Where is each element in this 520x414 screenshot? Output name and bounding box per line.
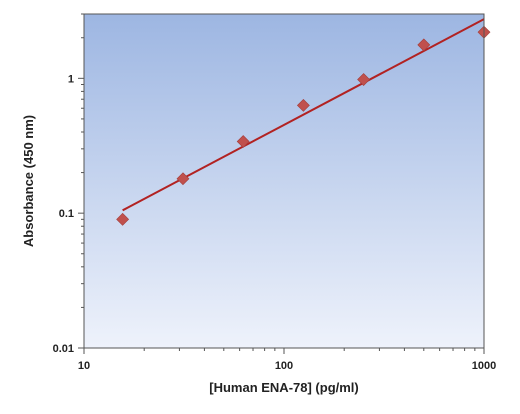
data-point: [236, 135, 250, 148]
x-tick-label: 1000: [472, 360, 496, 372]
tick-layer: 10 100 1000 0.01 0.1 1: [53, 13, 496, 372]
x-tick-label: 100: [275, 360, 293, 372]
x-tick-label: 10: [78, 360, 90, 372]
y-tick-label: 0.1: [59, 208, 74, 220]
y-tick-label: 0.01: [53, 343, 74, 355]
x-axis-title: [Human ENA-78] (pg/ml): [209, 380, 359, 395]
y-tick-label: 1: [68, 73, 74, 85]
data-point: [417, 38, 431, 52]
y-axis-title: Absorbance (450 nm): [21, 115, 36, 247]
data-point: [357, 73, 371, 86]
data-point: [296, 98, 310, 112]
data-point: [116, 212, 130, 226]
data-point: [176, 172, 190, 186]
plot-area: [84, 14, 484, 348]
